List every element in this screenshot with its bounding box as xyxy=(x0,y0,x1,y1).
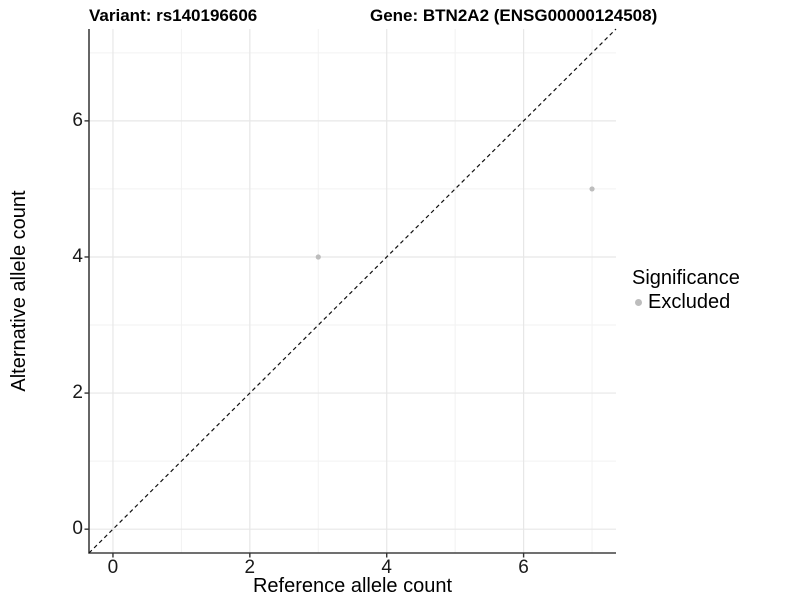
variant-title: Variant: rs140196606 xyxy=(89,6,258,25)
y-tick-label: 6 xyxy=(72,109,83,131)
legend-entry-label: Excluded xyxy=(648,291,731,313)
x-axis-title: Reference allele count xyxy=(252,575,452,597)
legend-entry-excluded: Excluded xyxy=(632,291,740,314)
y-axis-title: Alternative allele count xyxy=(8,190,30,392)
legend-point-marker-icon xyxy=(635,299,642,306)
x-tick-label: 2 xyxy=(244,557,256,578)
y-tick-label: 0 xyxy=(72,518,83,540)
x-tick-label: 0 xyxy=(107,557,119,578)
legend: Significance Excluded xyxy=(632,267,740,314)
gene-title: Gene: BTN2A2 (ENSG00000124508) xyxy=(370,6,658,25)
y-tick-label: 4 xyxy=(72,245,83,267)
identity-reference-line xyxy=(88,28,617,554)
data-point xyxy=(589,186,595,192)
x-tick-label: 6 xyxy=(518,557,529,578)
x-tick-label: 4 xyxy=(381,557,392,578)
legend-title: Significance xyxy=(632,267,740,289)
y-tick-label: 2 xyxy=(72,382,83,404)
data-point xyxy=(315,254,321,260)
